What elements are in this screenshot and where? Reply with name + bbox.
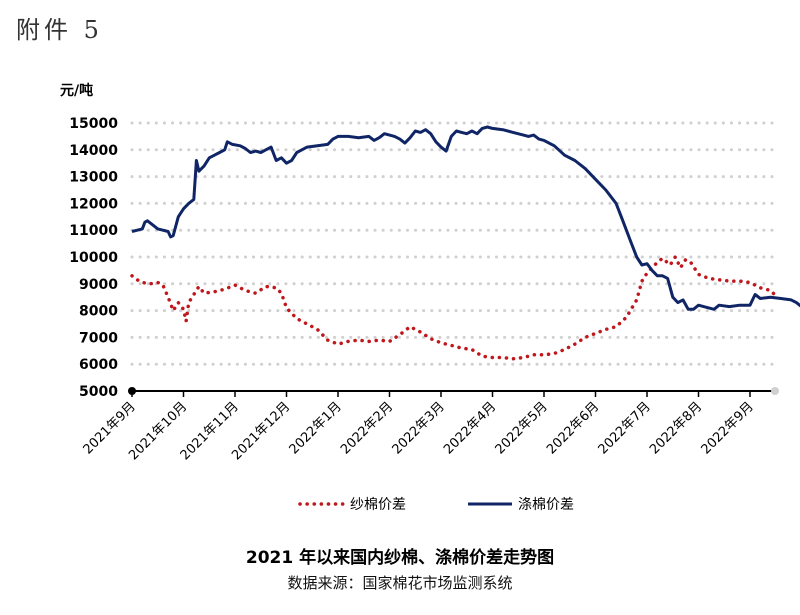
x-tick-label: 2022年1月 [287, 399, 345, 457]
grid-lines [130, 121, 777, 366]
chart-title: 2021 年以来国内纱棉、涤棉价差走势图 [245, 548, 555, 568]
series-line-yarn-cotton [130, 255, 778, 361]
y-tick-label: 6000 [79, 357, 118, 373]
x-tick-label: 2022年9月 [699, 399, 757, 457]
legend-label: 涤棉价差 [518, 496, 574, 513]
legend-label: 纱棉价差 [350, 496, 406, 513]
x-tick-label: 2022年3月 [390, 399, 448, 457]
y-tick-label: 13000 [69, 170, 118, 186]
x-tick-label: 2022年6月 [544, 399, 602, 457]
y-tick-label: 10000 [69, 250, 118, 266]
y-tick-label: 5000 [79, 384, 118, 400]
x-tick-labels: 2021年9月2021年10月2021年11月2021年12月2022年1月20… [81, 399, 757, 463]
x-tick-label: 2022年2月 [338, 399, 396, 457]
y-tick-label: 7000 [79, 330, 118, 346]
series-layer [130, 125, 800, 361]
axis-end-marker [771, 387, 779, 395]
y-tick-labels: 5000 6000 7000 8000 9000 10000 11000 12000 13000… [69, 116, 118, 400]
y-tick-label: 15000 [69, 116, 118, 132]
y-tick-label: 14000 [69, 143, 118, 159]
legend: 纱棉价差 涤棉价差 [298, 496, 574, 513]
x-tick-label: 2022年5月 [493, 399, 551, 457]
y-tick-label: 9000 [79, 277, 118, 293]
x-tick-label: 2022年8月 [647, 399, 705, 457]
attachment-label: 附件 5 [16, 16, 103, 44]
x-tick-label: 2022年4月 [441, 399, 499, 457]
y-tick-label: 12000 [69, 196, 118, 212]
y-unit-label: 元/吨 [60, 82, 93, 99]
chart-source: 数据来源：国家棉花市场监测系统 [287, 574, 513, 592]
x-axis [128, 387, 779, 397]
y-tick-label: 8000 [79, 304, 118, 320]
y-tick-label: 11000 [69, 223, 118, 239]
series-line-polyester-cotton [131, 125, 800, 311]
x-tick-label: 2022年7月 [596, 399, 654, 457]
